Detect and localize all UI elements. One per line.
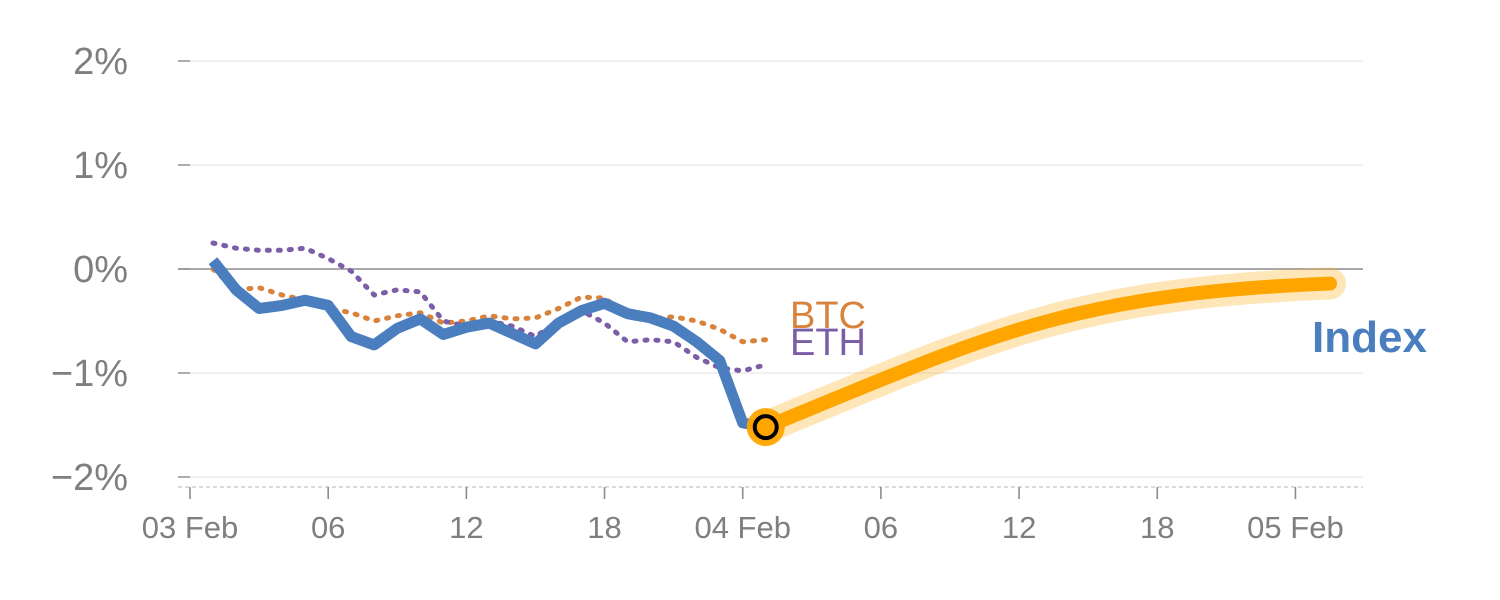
x-tick-label: 05 Feb (1247, 510, 1344, 545)
forecast-start-marker (752, 414, 779, 441)
labels: 2% 1% 0% −1% −2% 03 Feb 06 12 18 04 Feb 06 12 18 05 F… (51, 41, 1428, 545)
grid-lines (178, 60, 1363, 478)
axes (178, 60, 1363, 499)
x-tick-label: 18 (587, 510, 621, 545)
y-tick-label: 2% (73, 41, 128, 83)
series-label-index: Index (1312, 313, 1427, 362)
series-label-btc: BTC (790, 295, 866, 337)
series-label-eth: ETH (790, 322, 866, 364)
y-tick-label: −1% (51, 353, 128, 395)
x-tick-label: 12 (1002, 510, 1036, 545)
x-tick-label: 06 (864, 510, 898, 545)
series-lines (208, 240, 1346, 447)
x-tick-label: 12 (449, 510, 483, 545)
x-tick-label: 18 (1140, 510, 1174, 545)
y-tick-label: −2% (51, 457, 128, 499)
y-tick-label: 1% (73, 145, 128, 187)
y-tick-label: 0% (73, 249, 128, 291)
forecast-line (758, 276, 1337, 435)
x-tick-label: 03 Feb (142, 510, 239, 545)
series-line-index (208, 257, 767, 433)
x-tick-label: 06 (311, 510, 345, 545)
x-tick-label: 04 Feb (694, 510, 791, 545)
